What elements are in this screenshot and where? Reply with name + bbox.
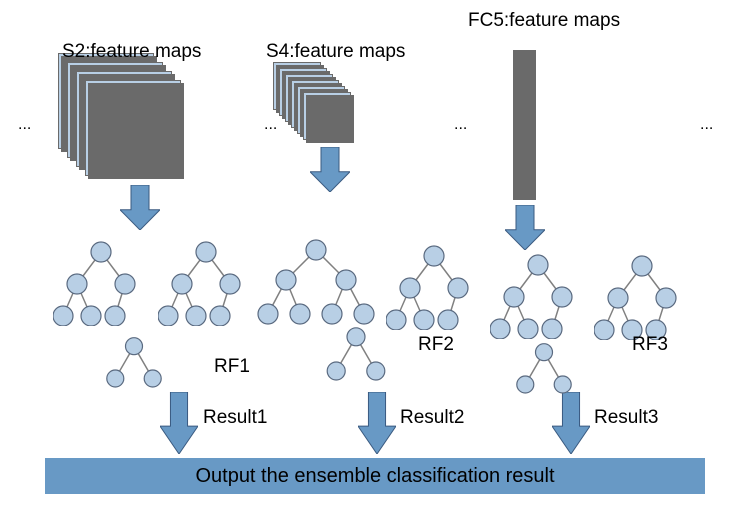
tree-rf1-b — [158, 240, 254, 326]
tree-rf2-c — [320, 326, 392, 385]
tree-rf3-c — [510, 342, 578, 398]
tree-rf1-a — [53, 240, 149, 326]
tree-rf3-b — [594, 254, 690, 340]
label-result2: Result2 — [400, 407, 464, 429]
arrow-s2 — [120, 185, 160, 230]
arrow-fc5 — [505, 205, 545, 250]
output-bar: Output the ensemble classification resul… — [45, 458, 705, 494]
tree-rf2-a — [256, 238, 376, 328]
label-fc5: FC5:feature maps — [468, 10, 620, 32]
ellipsis-1: ... — [264, 116, 277, 134]
ellipsis-0: ... — [18, 116, 31, 134]
arrow-result2 — [358, 392, 396, 454]
label-result3: Result3 — [594, 407, 658, 429]
output-text: Output the ensemble classification resul… — [195, 465, 554, 488]
tree-rf2-b — [386, 244, 482, 330]
label-rf3: RF3 — [632, 334, 668, 356]
label-s4: S4:feature maps — [266, 41, 405, 63]
ellipsis-3: ... — [700, 116, 713, 134]
label-result1: Result1 — [203, 407, 267, 429]
tree-rf1-c — [100, 336, 168, 392]
tree-rf3-a — [490, 253, 586, 339]
arrow-s4 — [310, 147, 350, 192]
arrow-result3 — [552, 392, 590, 454]
arrow-result1 — [160, 392, 198, 454]
ellipsis-2: ... — [454, 116, 467, 134]
label-s2: S2:feature maps — [62, 41, 201, 63]
label-rf1: RF1 — [214, 356, 250, 378]
label-rf2: RF2 — [418, 334, 454, 356]
